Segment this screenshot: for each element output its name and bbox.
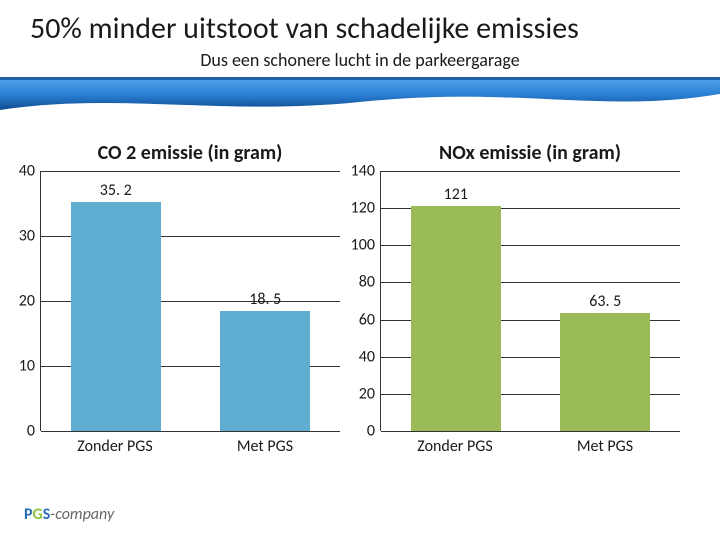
y-tick-label: 60 xyxy=(359,310,381,329)
y-tick-label: 20 xyxy=(19,292,41,311)
bar-value-label: 63. 5 xyxy=(589,292,621,311)
y-tick-label: 140 xyxy=(351,162,381,181)
bar-slot: 63. 5 xyxy=(531,171,681,431)
y-tick-label: 20 xyxy=(359,384,381,403)
bar-value-label: 18. 5 xyxy=(249,290,281,309)
chart-plot: 01020304035. 218. 5 xyxy=(40,171,340,431)
bar-value-label: 121 xyxy=(444,185,468,204)
gridline xyxy=(381,431,680,432)
y-tick-label: 10 xyxy=(19,357,41,376)
y-tick-label: 40 xyxy=(359,347,381,366)
bar xyxy=(411,206,501,431)
logo-g: G xyxy=(33,505,43,524)
bar-slot: 121 xyxy=(381,171,531,431)
x-axis: Zonder PGSMet PGS xyxy=(40,437,340,456)
bar-value-label: 35. 2 xyxy=(100,181,132,200)
bar-slot: 18. 5 xyxy=(191,171,341,431)
chart-title: NOx emissie (in gram) xyxy=(380,141,680,165)
logo-company: company xyxy=(55,505,114,524)
slide-title: 50% minder uitstoot van schadelijke emis… xyxy=(30,10,690,47)
bar-slot: 35. 2 xyxy=(41,171,191,431)
logo-p: P xyxy=(24,505,33,524)
chart-co2: CO 2 emissie (in gram)01020304035. 218. … xyxy=(40,141,340,456)
charts-container: CO 2 emissie (in gram) 0 10 20 30 40 35. 2 18. … xyxy=(0,133,720,456)
x-axis-label: Met PGS xyxy=(530,437,680,456)
gridline xyxy=(41,431,340,432)
y-tick-label: 100 xyxy=(351,236,381,255)
y-tick-label: 40 xyxy=(19,162,41,181)
x-axis-label: Met PGS xyxy=(190,437,340,456)
chart-nox: NOx emissie (in gram)0204060801001201401… xyxy=(380,141,680,456)
bar xyxy=(560,313,650,431)
slide: 50% minder uitstoot van schadelijke emis… xyxy=(0,0,720,540)
y-tick-label: 0 xyxy=(27,422,41,441)
x-axis-label: Zonder PGS xyxy=(40,437,190,456)
x-axis-label: Zonder PGS xyxy=(380,437,530,456)
y-tick-label: 0 xyxy=(367,422,381,441)
plot-inner: 121 63. 5 xyxy=(381,171,680,431)
slide-subtitle: Dus een schonere lucht in de parkeergara… xyxy=(30,49,690,71)
wave-decoration xyxy=(0,80,720,128)
bar xyxy=(71,202,161,431)
y-tick-label: 80 xyxy=(359,273,381,292)
y-tick-label: 30 xyxy=(19,227,41,246)
bar xyxy=(220,311,310,431)
chart-plot: 02040608010012014012163. 5 xyxy=(380,171,680,431)
x-axis: Zonder PGSMet PGS xyxy=(380,437,680,456)
logo: PGS-company xyxy=(24,505,114,524)
title-block: 50% minder uitstoot van schadelijke emis… xyxy=(0,0,720,80)
chart-title: CO 2 emissie (in gram) xyxy=(40,141,340,165)
plot-inner: 35. 2 18. 5 xyxy=(41,171,340,431)
y-tick-label: 120 xyxy=(351,199,381,218)
